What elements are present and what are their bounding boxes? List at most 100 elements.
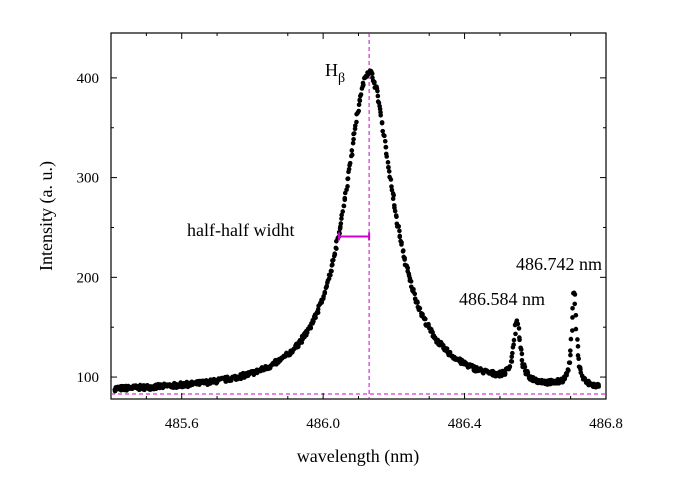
data-point — [391, 192, 396, 198]
data-point — [372, 79, 377, 85]
data-point — [502, 370, 508, 376]
data-point — [332, 252, 338, 257]
data-points — [112, 68, 602, 394]
data-point — [572, 292, 578, 297]
data-point — [390, 196, 396, 202]
data-point — [379, 120, 385, 125]
data-point — [386, 164, 391, 170]
data-point — [568, 336, 574, 342]
data-point — [346, 166, 352, 172]
data-point — [375, 88, 380, 94]
data-point — [570, 328, 575, 333]
data-point — [345, 184, 350, 189]
x-tick-label: 486.0 — [306, 416, 340, 432]
data-point — [415, 300, 420, 305]
data-point — [384, 154, 390, 159]
data-point — [385, 160, 391, 165]
x-tick-label: 486.8 — [589, 416, 623, 432]
half-width-label: half-half widht — [187, 220, 294, 240]
data-point — [509, 354, 515, 360]
half-width-marker — [338, 232, 371, 241]
data-point — [394, 214, 399, 220]
data-point — [389, 184, 394, 189]
data-point — [392, 208, 398, 214]
data-point — [382, 133, 387, 139]
data-point — [510, 350, 515, 356]
data-point — [575, 344, 581, 349]
data-point — [567, 360, 573, 366]
reference-lines — [111, 33, 606, 399]
x-tick-label: 486.4 — [448, 416, 482, 432]
data-point — [389, 187, 395, 193]
data-point — [383, 144, 389, 150]
data-point — [347, 160, 353, 166]
data-point — [568, 352, 573, 358]
data-point — [341, 203, 347, 209]
data-point — [570, 315, 575, 320]
y-tick-label: 400 — [77, 71, 100, 87]
data-point — [352, 123, 358, 128]
y-tick-label: 300 — [77, 171, 100, 187]
data-point — [345, 176, 351, 181]
x-axis-label: wavelength (nm) — [297, 446, 419, 467]
data-point — [517, 337, 522, 343]
data-point — [340, 209, 346, 214]
data-point — [402, 257, 407, 262]
x-tick-label: 485.6 — [165, 416, 199, 432]
data-point — [369, 71, 375, 76]
data-point — [507, 364, 513, 369]
data-point — [412, 291, 418, 297]
data-point — [349, 148, 355, 153]
data-point — [405, 265, 411, 271]
data-point — [511, 342, 516, 347]
peak2-label: 486.742 nm — [516, 254, 602, 274]
data-point — [338, 221, 344, 226]
data-point — [315, 307, 321, 312]
data-point — [357, 98, 363, 103]
data-point — [356, 108, 362, 114]
data-point — [519, 351, 525, 357]
data-point — [388, 177, 394, 182]
data-point — [313, 315, 318, 321]
data-point — [572, 301, 578, 307]
data-point — [568, 348, 573, 353]
data-point — [308, 324, 314, 330]
data-point — [358, 92, 364, 97]
data-point — [397, 228, 402, 234]
data-point — [350, 140, 356, 146]
data-point — [354, 119, 359, 125]
data-point — [596, 384, 602, 389]
data-point — [573, 313, 579, 318]
data-point — [356, 102, 362, 108]
data-point — [522, 364, 528, 370]
data-point — [447, 349, 453, 355]
hbeta-label-main: H — [325, 60, 338, 80]
data-point — [349, 152, 355, 158]
data-point — [339, 216, 344, 221]
data-point — [326, 276, 332, 281]
data-point — [375, 93, 381, 99]
data-point — [515, 321, 520, 326]
data-point — [311, 319, 316, 324]
data-point — [575, 337, 580, 342]
data-point — [511, 337, 517, 343]
hbeta-label: Hβ — [325, 60, 345, 86]
data-point — [386, 169, 392, 174]
data-point — [339, 212, 344, 218]
data-point — [396, 224, 402, 229]
data-point — [351, 131, 357, 136]
y-tick-label: 100 — [77, 370, 100, 386]
data-point — [330, 262, 335, 267]
data-point — [519, 357, 525, 363]
data-point — [516, 326, 522, 331]
y-tick-label: 200 — [77, 270, 100, 286]
data-point — [315, 310, 321, 315]
data-point — [408, 279, 414, 284]
axis-ticks: 485.6 486.0 486.4 486.8 100 200 300 400 — [77, 33, 623, 432]
y-axis-label: Intensity (a. u.) — [36, 161, 57, 271]
data-point — [331, 257, 336, 263]
plot-frame — [110, 32, 607, 400]
data-point — [423, 316, 428, 322]
data-point — [576, 356, 581, 362]
